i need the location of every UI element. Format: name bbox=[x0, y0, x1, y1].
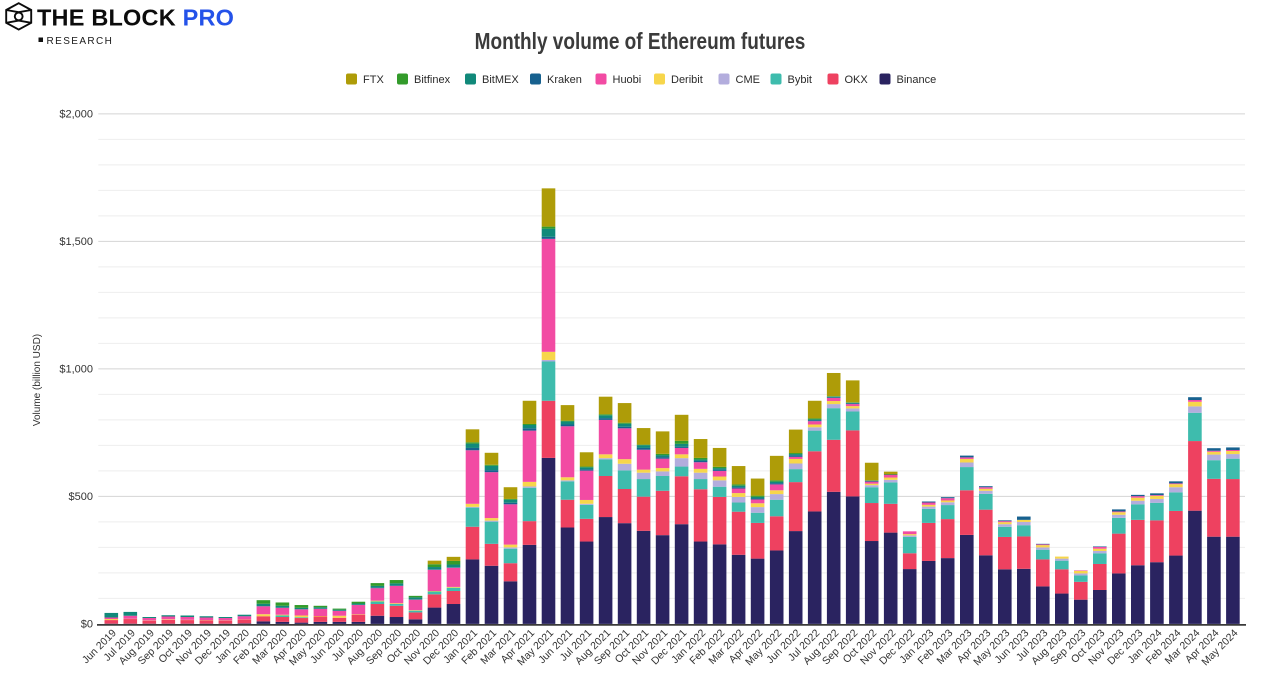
svg-text:Volume (billion USD): Volume (billion USD) bbox=[32, 334, 43, 426]
svg-text:$0: $0 bbox=[81, 619, 93, 631]
svg-text:RESEARCH: RESEARCH bbox=[47, 36, 114, 47]
svg-text:$1,000: $1,000 bbox=[59, 364, 93, 376]
svg-text:Binance: Binance bbox=[897, 74, 937, 86]
svg-text:Deribit: Deribit bbox=[671, 74, 703, 86]
svg-text:Huobi: Huobi bbox=[613, 74, 642, 86]
svg-text:Bitfinex: Bitfinex bbox=[414, 74, 451, 86]
svg-text:THE BLOCK PRO: THE BLOCK PRO bbox=[37, 5, 234, 31]
svg-text:$1,500: $1,500 bbox=[59, 236, 93, 248]
svg-text:CME: CME bbox=[736, 74, 760, 86]
svg-text:Monthly volume of Ethereum fut: Monthly volume of Ethereum futures bbox=[475, 29, 806, 54]
svg-text:$2,000: $2,000 bbox=[59, 109, 93, 121]
svg-text:OKX: OKX bbox=[845, 74, 869, 86]
svg-text:$500: $500 bbox=[69, 491, 93, 503]
svg-text:FTX: FTX bbox=[363, 74, 384, 86]
svg-text:Bybit: Bybit bbox=[788, 74, 812, 86]
svg-text:BitMEX: BitMEX bbox=[482, 74, 519, 86]
svg-text:Kraken: Kraken bbox=[547, 74, 582, 86]
